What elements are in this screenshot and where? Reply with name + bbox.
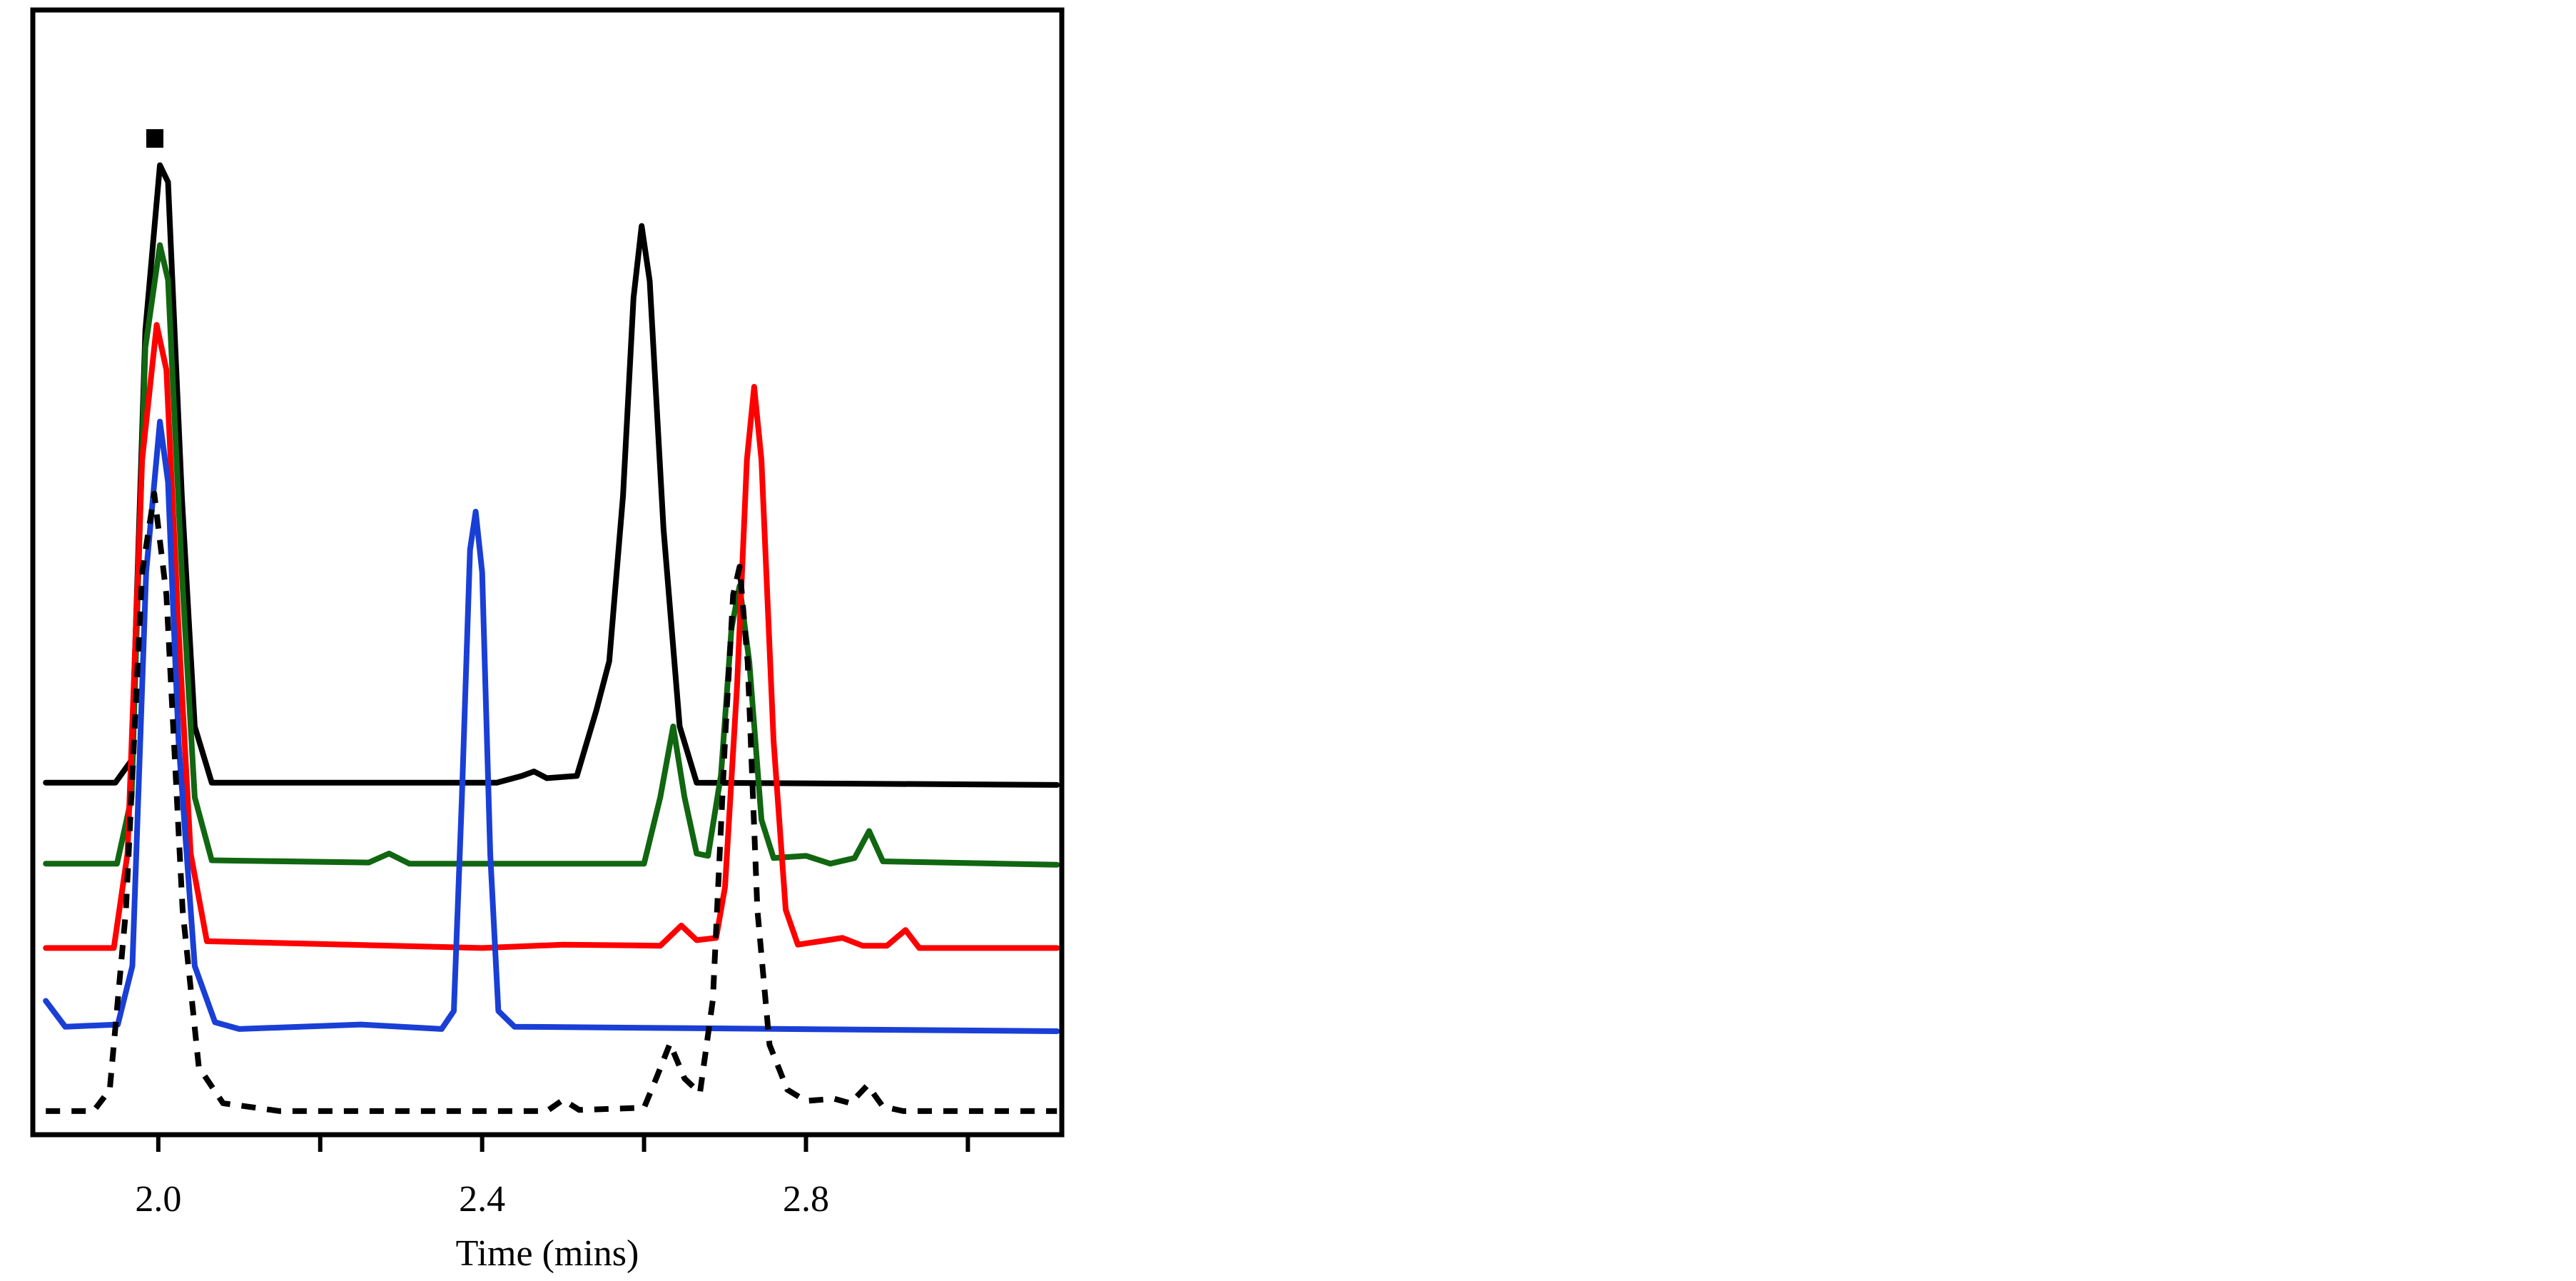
x-axis-label: Time (mins) bbox=[456, 1233, 639, 1274]
x-tick-label: 2.0 bbox=[135, 1179, 181, 1220]
series-line bbox=[43, 242, 1060, 868]
x-tick-label: 2.8 bbox=[783, 1179, 829, 1220]
series-line bbox=[46, 490, 1058, 1114]
plot-frame bbox=[30, 7, 1065, 1138]
x-tick-label: 2.4 bbox=[459, 1179, 505, 1220]
series-line bbox=[43, 162, 1060, 788]
peak-marker bbox=[146, 129, 163, 148]
series-line bbox=[43, 418, 1060, 1034]
